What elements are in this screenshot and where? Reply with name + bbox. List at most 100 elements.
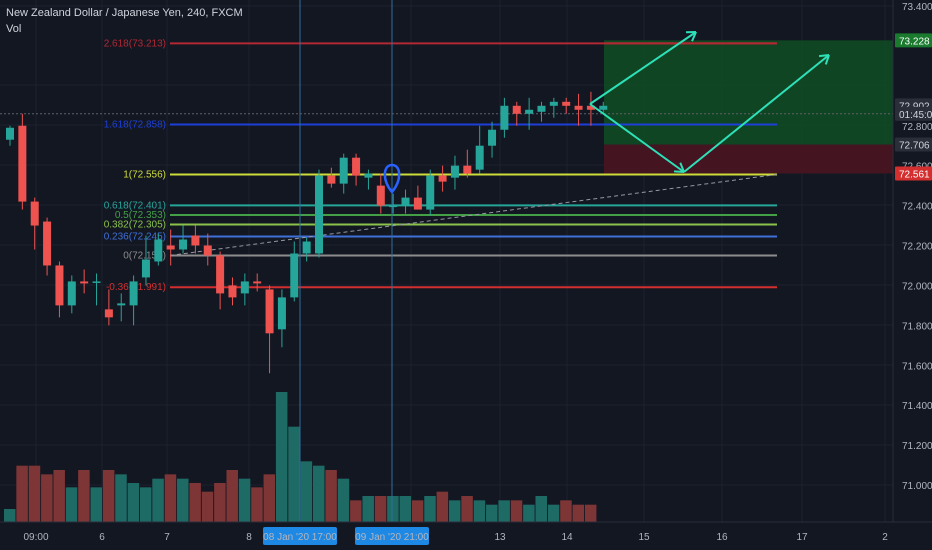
volume-bar [535, 496, 547, 522]
volume-bar [189, 483, 201, 522]
volume-bar [102, 470, 115, 522]
arrow-head [691, 31, 697, 42]
volume-bar [177, 478, 189, 522]
price-tick: 71.600 [902, 361, 932, 372]
volume-bar [78, 470, 90, 522]
candle-body [562, 101, 571, 106]
candle-body [389, 205, 398, 208]
candle-body [549, 101, 558, 106]
candle-body [352, 157, 361, 176]
volume-bar [65, 487, 78, 522]
candle-body [166, 245, 175, 250]
location-marker-icon [383, 163, 401, 194]
arrow-line [589, 103, 685, 173]
volume-bar [547, 504, 560, 522]
candle-body [512, 105, 521, 114]
volume-bar [139, 487, 152, 522]
volume-bar [399, 496, 412, 522]
annotations [383, 31, 830, 194]
time-tick: 2 [882, 532, 888, 543]
candle-body [450, 165, 459, 178]
arrow-head [818, 54, 830, 58]
risk-reward-zones [604, 40, 893, 174]
volume-bar [41, 474, 53, 522]
price-tick: 72.800 [902, 122, 932, 133]
candle-body [401, 197, 410, 206]
time-tick: 7 [164, 532, 170, 543]
candle-body [67, 281, 76, 306]
time-highlight: 08 Jan '20 17:00 [263, 532, 337, 543]
volume-bar [275, 392, 288, 522]
price-tick: 72.000 [902, 281, 932, 292]
candle-body [364, 173, 373, 178]
fib-label: 0.618(72.401) [104, 200, 166, 211]
candle-body [141, 259, 150, 278]
fib-label: 0.5(72.353) [115, 210, 166, 221]
volume-bar [127, 483, 140, 522]
time-tick: 09:00 [23, 532, 48, 543]
price-tag: 73.228 [899, 36, 930, 47]
volume-bar [53, 470, 65, 522]
price-tick: 71.200 [902, 441, 932, 452]
volume-bar [584, 504, 597, 522]
candle-body [203, 245, 212, 256]
volume-bar [362, 496, 374, 522]
price-axis[interactable]: 73.40072.80072.60072.40072.20072.00071.8… [892, 0, 932, 550]
fib-label: 0.382(72.305) [104, 220, 166, 231]
chart-legend: New Zealand Dollar / Japanese Yen, 240, … [6, 5, 243, 37]
volume-bar [226, 470, 238, 522]
price-tag: 01:45:05 [899, 110, 932, 121]
volume-bar [572, 504, 585, 522]
candle-body [43, 221, 52, 266]
price-tick: 72.400 [902, 202, 932, 213]
candle-body [500, 105, 509, 130]
candle-body [327, 175, 336, 184]
volume-bar [251, 487, 263, 522]
candle-body [488, 129, 497, 146]
candle-body [413, 197, 422, 210]
candle-body [438, 175, 447, 182]
volume-bar [300, 461, 313, 522]
candle-body [586, 105, 595, 110]
price-tick: 71.800 [902, 321, 932, 332]
volume-bar [424, 496, 436, 522]
candle-body [154, 239, 163, 262]
volume-bar [201, 491, 214, 522]
candle-body [599, 105, 608, 110]
volume-bar [214, 483, 226, 522]
arrow-head [679, 162, 685, 173]
candle-body [191, 235, 200, 246]
candle-body [525, 109, 534, 114]
candle-body [30, 201, 39, 226]
volume-bar [498, 500, 510, 522]
price-tag: 72.561 [899, 169, 930, 180]
time-tick: 14 [561, 532, 573, 543]
volume-bar [164, 474, 177, 522]
time-tick: 13 [494, 532, 506, 543]
fib-label: 0.236(72.245) [104, 232, 166, 243]
price-tag: 72.706 [899, 141, 930, 152]
volume-bar [313, 465, 325, 522]
candle-body [277, 297, 286, 330]
price-tick: 72.200 [902, 242, 932, 253]
volume-bar [90, 487, 103, 522]
arrow-head [673, 170, 685, 173]
candle-body [92, 281, 101, 283]
candle-body [18, 125, 27, 202]
volume-bar [523, 504, 535, 522]
volume-label: Vol [6, 23, 22, 35]
time-tick: 16 [716, 532, 728, 543]
volume-bar [387, 496, 399, 522]
volume-bar [374, 496, 387, 522]
fib-label: 1(72.556) [123, 169, 166, 180]
volume-bar [152, 478, 164, 522]
arrow-line [683, 54, 830, 173]
target-zone [604, 40, 893, 145]
candle-body [216, 255, 225, 294]
arrow-head [824, 54, 830, 65]
volume-bar [411, 500, 424, 522]
fib-label: 0(72.150) [123, 250, 166, 261]
time-axis[interactable]: 09:00 6 7 8 13 14 15 16 17 2 08 Jan '20 17:00 09 Ja… [0, 521, 932, 550]
candle-body [376, 185, 385, 206]
